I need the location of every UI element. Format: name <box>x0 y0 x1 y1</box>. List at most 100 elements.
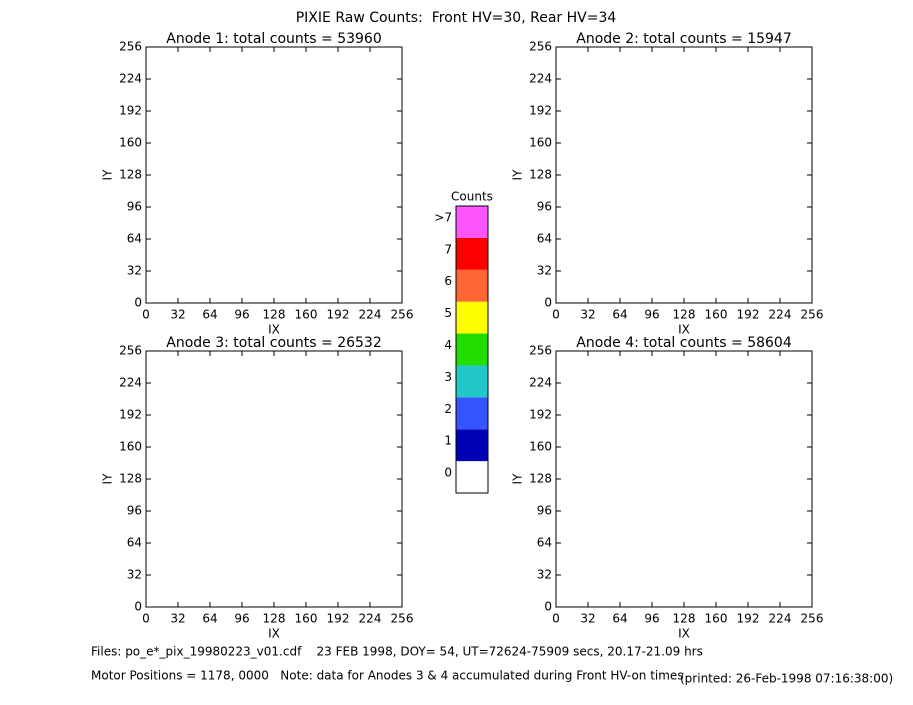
y-tick-label: 192 <box>529 408 552 422</box>
y-axis-label: IY <box>101 473 115 485</box>
y-tick-label: 32 <box>537 264 552 278</box>
x-tick-label: 128 <box>673 612 696 626</box>
y-tick-label: 224 <box>529 376 552 390</box>
y-tick-label: 256 <box>119 344 142 358</box>
y-tick-label: 64 <box>127 536 142 550</box>
y-tick-label: 96 <box>127 200 142 214</box>
y-tick-label: 0 <box>134 296 142 310</box>
x-tick-label: 256 <box>391 308 414 322</box>
y-tick-label: 224 <box>119 72 142 86</box>
x-tick-label: 224 <box>769 612 792 626</box>
colorbar-cell <box>456 206 488 238</box>
plot-frame <box>145 350 403 608</box>
colorbar-cell <box>456 429 488 462</box>
x-tick-label: 64 <box>612 612 627 626</box>
y-tick-label: 160 <box>119 136 142 150</box>
y-tick-label: 128 <box>529 472 552 486</box>
x-tick-label: 0 <box>552 308 560 322</box>
x-tick-label: 192 <box>327 612 350 626</box>
footer-motor: Motor Positions = 1178, 0000 Note: data … <box>91 669 684 683</box>
x-tick-label: 32 <box>580 612 595 626</box>
y-tick-label: 96 <box>537 200 552 214</box>
y-tick-label: 224 <box>529 72 552 86</box>
x-tick-label: 64 <box>202 612 217 626</box>
x-tick-label: 0 <box>552 612 560 626</box>
plot-frame <box>555 46 813 304</box>
colorbar-cell <box>456 301 488 334</box>
x-tick-label: 128 <box>263 612 286 626</box>
x-tick-label: 96 <box>234 308 249 322</box>
colorbar-label: 5 <box>444 306 452 320</box>
x-tick-label: 128 <box>673 308 696 322</box>
x-tick-label: 64 <box>612 308 627 322</box>
plot-frame <box>555 350 813 608</box>
x-tick-label: 224 <box>769 308 792 322</box>
panel-title: Anode 2: total counts = 15947 <box>576 31 791 47</box>
y-tick-label: 64 <box>537 536 552 550</box>
colorbar-label: 6 <box>444 274 452 288</box>
x-axis-label: IX <box>678 323 690 337</box>
y-axis-label: IY <box>511 473 525 485</box>
y-axis-label: IY <box>511 169 525 181</box>
colorbar-label: 7 <box>444 242 452 256</box>
x-tick-label: 256 <box>391 612 414 626</box>
y-tick-label: 160 <box>119 440 142 454</box>
y-tick-label: 128 <box>119 472 142 486</box>
x-tick-label: 192 <box>737 308 760 322</box>
y-tick-label: 256 <box>529 40 552 54</box>
footer-printed: (printed: 26-Feb-1998 07:16:38:00) <box>680 672 893 686</box>
panel-title: Anode 4: total counts = 58604 <box>576 335 792 351</box>
y-tick-label: 32 <box>537 568 552 582</box>
x-tick-label: 160 <box>295 612 318 626</box>
colorbar-cell <box>456 461 488 493</box>
x-tick-label: 96 <box>644 308 659 322</box>
x-tick-label: 192 <box>327 308 350 322</box>
x-tick-label: 192 <box>737 612 760 626</box>
x-tick-label: 160 <box>295 308 318 322</box>
x-tick-label: 160 <box>705 308 728 322</box>
y-tick-label: 32 <box>127 568 142 582</box>
colorbar-label: 3 <box>444 370 452 384</box>
y-tick-label: 0 <box>134 600 142 614</box>
y-tick-label: 32 <box>127 264 142 278</box>
x-tick-label: 32 <box>170 308 185 322</box>
y-tick-label: 160 <box>529 440 552 454</box>
colorbar-label: 0 <box>444 466 452 480</box>
y-tick-label: 96 <box>127 504 142 518</box>
colorbar-label: 2 <box>444 402 452 416</box>
x-tick-label: 0 <box>142 308 150 322</box>
x-axis-label: IX <box>268 323 280 337</box>
y-tick-label: 160 <box>529 136 552 150</box>
colorbar-frame <box>455 205 489 494</box>
colorbar-label: >7 <box>434 210 452 224</box>
x-tick-label: 0 <box>142 612 150 626</box>
plot-frame <box>145 46 403 304</box>
panel-title: Anode 3: total counts = 26532 <box>166 335 381 351</box>
colorbar-cell <box>456 237 488 270</box>
x-tick-label: 224 <box>359 308 382 322</box>
footer-files: Files: po_e*_pix_19980223_v01.cdf 23 FEB… <box>91 645 703 659</box>
x-tick-label: 256 <box>801 612 824 626</box>
y-axis-label: IY <box>101 169 115 181</box>
y-tick-label: 96 <box>537 504 552 518</box>
y-tick-label: 64 <box>127 232 142 246</box>
colorbar-title: Counts <box>451 190 493 204</box>
colorbar-label: 4 <box>444 338 452 352</box>
y-tick-label: 128 <box>529 168 552 182</box>
colorbar-cell <box>456 333 488 366</box>
x-tick-label: 96 <box>234 612 249 626</box>
x-tick-label: 96 <box>644 612 659 626</box>
x-tick-label: 64 <box>202 308 217 322</box>
y-tick-label: 192 <box>529 104 552 118</box>
y-tick-label: 256 <box>529 344 552 358</box>
y-tick-label: 64 <box>537 232 552 246</box>
y-tick-label: 192 <box>119 104 142 118</box>
y-tick-label: 0 <box>544 296 552 310</box>
x-tick-label: 224 <box>359 612 382 626</box>
y-tick-label: 256 <box>119 40 142 54</box>
figure-title: PIXIE Raw Counts: Front HV=30, Rear HV=3… <box>296 10 617 26</box>
x-tick-label: 256 <box>801 308 824 322</box>
colorbar-cell <box>456 365 488 398</box>
y-tick-label: 224 <box>119 376 142 390</box>
y-tick-label: 0 <box>544 600 552 614</box>
